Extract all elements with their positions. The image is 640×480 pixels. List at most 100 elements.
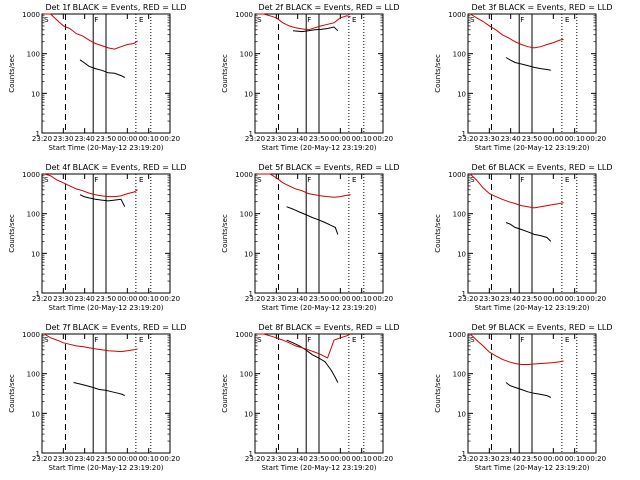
x-axis-label: Start Time (20-May-12 23:19:20) [48, 304, 163, 312]
x-tick-label: 00:20 [373, 135, 393, 143]
chart-panel: Det 1f BLACK = Events, RED = LLD 1 10 100 10… [8, 3, 187, 152]
chart-panel: Det 4f BLACK = Events, RED = LLD 1 10 100 10… [8, 163, 187, 312]
x-tick-label: 23:40 [75, 135, 95, 143]
series-line-events [505, 382, 552, 398]
x-tick-label: 23:50 [522, 135, 542, 143]
y-axis-label: Counts/sec [221, 374, 229, 413]
x-tick-label: 23:20 [458, 135, 478, 143]
x-tick-label: 00:00 [543, 135, 563, 143]
y-tick-label: 100 [240, 211, 253, 219]
chart-panel: Det 7f BLACK = Events, RED = LLD 1 10 100 10… [8, 323, 187, 472]
x-tick-label: 00:00 [330, 135, 350, 143]
x-tick-label: 00:20 [373, 295, 393, 303]
x-tick-label: 00:20 [160, 295, 180, 303]
x-tick-label: 00:20 [586, 455, 606, 463]
x-tick-label: 23:30 [266, 135, 286, 143]
chart-title: Det 7f BLACK = Events, RED = LLD [45, 323, 186, 332]
marker-label: E [352, 16, 356, 24]
y-tick-label: 100 [453, 371, 466, 379]
x-axis-label: Start Time (20-May-12 23:19:20) [474, 304, 589, 312]
chart-panel: Det 6f BLACK = Events, RED = LLD 1 10 100 10… [434, 163, 613, 312]
chart-title: Det 9f BLACK = Events, RED = LLD [471, 323, 612, 332]
x-tick-label: 00:20 [586, 295, 606, 303]
series-line-lld [257, 173, 351, 198]
x-tick-label: 23:40 [75, 455, 95, 463]
marker-label: S [470, 16, 475, 24]
series-line-events [505, 222, 552, 242]
x-tick-label: 00:10 [139, 455, 159, 463]
y-tick-label: 1 [249, 130, 253, 138]
marker-label: F [520, 176, 524, 184]
y-tick-label: 100 [453, 51, 466, 59]
x-tick-label: 00:00 [330, 455, 350, 463]
x-tick-label: 23:40 [501, 295, 521, 303]
x-tick-label: 23:20 [32, 295, 52, 303]
chart-title: Det 6f BLACK = Events, RED = LLD [471, 163, 612, 172]
y-axis-label: Counts/sec [8, 374, 16, 413]
chart-panel: Det 3f BLACK = Events, RED = LLD 1 10 100 10… [434, 3, 613, 152]
y-tick-label: 10 [244, 250, 253, 258]
marker-label: S [470, 336, 475, 344]
series-line-events [73, 382, 126, 397]
x-tick-label: 23:20 [458, 455, 478, 463]
x-axis-label: Start Time (20-May-12 23:19:20) [474, 144, 589, 152]
marker-label: E [565, 176, 569, 184]
x-tick-label: 23:30 [53, 455, 73, 463]
marker-label: E [565, 336, 569, 344]
x-tick-label: 00:10 [352, 455, 372, 463]
marker-label: F [307, 16, 311, 24]
series-line-events [79, 194, 126, 207]
y-tick-label: 10 [457, 410, 466, 418]
chart-panel: Det 9f BLACK = Events, RED = LLD 1 10 100 10… [434, 323, 613, 472]
marker-label: S [44, 16, 49, 24]
series-line-events [79, 59, 126, 78]
x-tick-label: 00:00 [330, 295, 350, 303]
x-tick-label: 23:20 [458, 295, 478, 303]
x-tick-label: 23:40 [501, 455, 521, 463]
y-tick-label: 1000 [22, 11, 40, 19]
y-tick-label: 1000 [448, 11, 466, 19]
y-tick-label: 1 [249, 290, 253, 298]
chart-panel: Det 5f BLACK = Events, RED = LLD 1 10 100 10… [221, 163, 400, 312]
x-tick-label: 00:20 [373, 455, 393, 463]
x-tick-label: 23:20 [245, 295, 265, 303]
y-tick-label: 10 [31, 90, 40, 98]
x-tick-label: 00:00 [117, 295, 137, 303]
chart-title: Det 4f BLACK = Events, RED = LLD [45, 163, 186, 172]
series-line-lld [469, 13, 564, 49]
marker-label: S [470, 176, 475, 184]
x-axis-label: Start Time (20-May-12 23:19:20) [261, 144, 376, 152]
x-tick-label: 23:20 [32, 455, 52, 463]
x-tick-label: 23:50 [96, 295, 116, 303]
marker-label: F [94, 176, 98, 184]
y-tick-label: 1000 [235, 11, 253, 19]
x-tick-label: 00:10 [565, 295, 585, 303]
x-tick-label: 23:40 [288, 135, 308, 143]
marker-label: E [139, 16, 143, 24]
x-tick-label: 23:50 [96, 135, 116, 143]
x-tick-label: 23:20 [32, 135, 52, 143]
y-axis-label: Counts/sec [434, 374, 442, 413]
x-tick-label: 23:20 [245, 455, 265, 463]
y-tick-label: 10 [244, 410, 253, 418]
chart-title: Det 1f BLACK = Events, RED = LLD [45, 3, 186, 12]
y-axis-label: Counts/sec [8, 214, 16, 253]
x-tick-label: 23:30 [479, 455, 499, 463]
marker-label: S [44, 176, 49, 184]
y-tick-label: 100 [453, 211, 466, 219]
y-tick-label: 1000 [22, 331, 40, 339]
marker-label: S [257, 336, 262, 344]
y-tick-label: 10 [457, 90, 466, 98]
x-tick-label: 23:40 [501, 135, 521, 143]
x-tick-label: 00:10 [352, 135, 372, 143]
x-tick-label: 00:10 [565, 455, 585, 463]
x-tick-label: 23:50 [309, 135, 329, 143]
series-line-lld [44, 173, 138, 198]
y-tick-label: 10 [31, 250, 40, 258]
y-tick-label: 1000 [235, 331, 253, 339]
y-tick-label: 100 [240, 51, 253, 59]
x-tick-label: 23:50 [522, 455, 542, 463]
marker-label: S [257, 176, 262, 184]
y-tick-label: 100 [27, 211, 40, 219]
